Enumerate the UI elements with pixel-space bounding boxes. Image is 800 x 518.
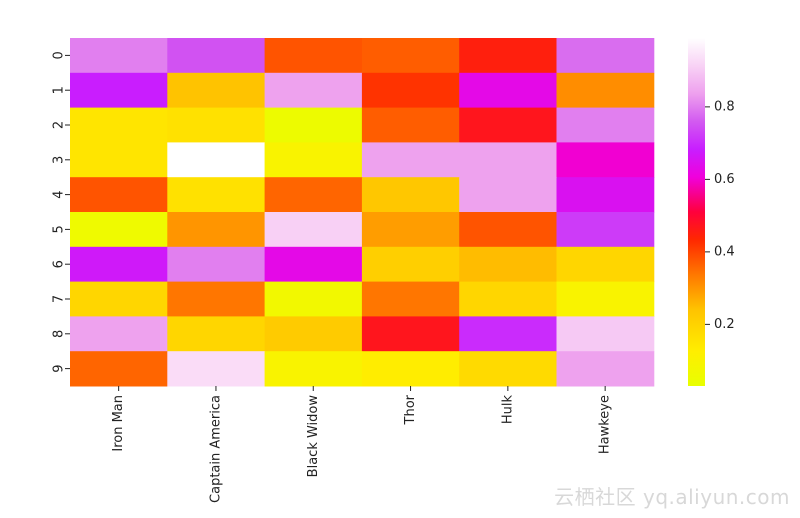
colorbar-tick-label: 0.4 [714, 244, 735, 259]
heatmap-cell-r8-black-widow [264, 316, 363, 352]
heatmap-cell-r5-thor [361, 212, 460, 248]
heatmap-cell-r5-hawkeye [556, 212, 655, 248]
heatmap-cell-r7-captain-america [167, 281, 266, 317]
heatmap-cell-r2-thor [361, 107, 460, 143]
heatmap-cell-r6-hulk [459, 246, 557, 283]
heatmap-cells [70, 38, 655, 387]
heatmap-cell-r7-hawkeye [556, 281, 655, 317]
heatmap-cell-r0-thor [361, 38, 460, 74]
heatmap-cell-r2-captain-america [167, 107, 266, 143]
heatmap-cell-r8-iron-man [70, 316, 168, 352]
heatmap-cell-r9-iron-man [70, 351, 168, 387]
y-tick-label: 5 [52, 225, 67, 233]
colorbar-ticks: 0.2 0.4 0.6 0.8 [705, 99, 735, 332]
x-tick-label: Hawkeye [598, 395, 613, 454]
heatmap-cell-r0-hulk [459, 38, 557, 74]
y-tick-label: 8 [52, 330, 67, 338]
heatmap-cell-r1-hulk [459, 72, 557, 109]
heatmap-cell-r6-thor [361, 246, 460, 283]
y-tick-label: 1 [52, 86, 67, 94]
heatmap-cell-r0-black-widow [264, 38, 363, 74]
heatmap-cell-r7-iron-man [70, 281, 168, 317]
heatmap-cell-r3-hulk [459, 142, 557, 178]
x-tick-label: Thor [403, 394, 418, 425]
heatmap-cell-r8-hulk [459, 316, 557, 352]
heatmap-cell-r3-thor [361, 142, 460, 178]
heatmap-cell-r5-captain-america [167, 212, 266, 248]
heatmap-cell-r1-hawkeye [556, 72, 655, 109]
heatmap-cell-r6-captain-america [167, 246, 266, 283]
heatmap-cell-r7-hulk [459, 281, 557, 317]
heatmap-cell-r1-iron-man [70, 72, 168, 109]
heatmap-cell-r7-black-widow [264, 281, 363, 317]
heatmap-cell-r4-captain-america [167, 177, 266, 213]
heatmap-cell-r3-black-widow [264, 142, 363, 178]
heatmap-cell-r9-captain-america [167, 351, 266, 387]
heatmap-cell-r3-iron-man [70, 142, 168, 178]
heatmap-cell-r4-thor [361, 177, 460, 213]
heatmap-cell-r2-iron-man [70, 107, 168, 143]
heatmap-cell-r5-iron-man [70, 212, 168, 248]
y-axis-ticks: 0 1 2 3 4 5 6 7 8 9 [52, 51, 70, 373]
colorbar [688, 38, 705, 386]
heatmap-cell-r4-hulk [459, 177, 557, 213]
watermark: 云栖社区 yq.aliyun.com [554, 485, 790, 509]
heatmap-cell-r4-black-widow [264, 177, 363, 213]
y-tick-label: 9 [52, 364, 67, 372]
heatmap-cell-r0-captain-america [167, 38, 266, 74]
heatmap-cell-r8-captain-america [167, 316, 266, 352]
x-tick-label: Black Widow [306, 395, 321, 478]
heatmap-cell-r1-captain-america [167, 72, 266, 109]
colorbar-tick-label: 0.8 [714, 99, 735, 114]
y-tick-label: 2 [52, 121, 67, 129]
heatmap-cell-r1-thor [361, 72, 460, 109]
heatmap-cell-r7-thor [361, 281, 460, 317]
heatmap-cell-r6-iron-man [70, 246, 168, 283]
heatmap-cell-r2-hawkeye [556, 107, 655, 143]
heatmap-cell-r9-hulk [459, 351, 557, 387]
heatmap-cell-r0-iron-man [70, 38, 168, 74]
heatmap-cell-r6-black-widow [264, 246, 363, 283]
heatmap-cell-r2-hulk [459, 107, 557, 143]
y-tick-label: 3 [52, 156, 67, 164]
heatmap-cell-r8-hawkeye [556, 316, 655, 352]
heatmap-cell-r1-black-widow [264, 72, 363, 109]
heatmap-cell-r9-black-widow [264, 351, 363, 387]
y-tick-label: 7 [52, 295, 67, 303]
heatmap-cell-r4-hawkeye [556, 177, 655, 213]
heatmap-cell-r3-captain-america [167, 142, 266, 178]
y-tick-label: 4 [52, 190, 67, 198]
colorbar-tick-label: 0.6 [714, 172, 735, 187]
heatmap-cell-r3-hawkeye [556, 142, 655, 178]
heatmap-cell-r4-iron-man [70, 177, 168, 213]
x-tick-label: Iron Man [111, 395, 126, 452]
y-tick-label: 0 [52, 51, 67, 59]
heatmap-cell-r2-black-widow [264, 107, 363, 143]
x-tick-label: Captain America [208, 395, 223, 503]
heatmap-cell-r5-black-widow [264, 212, 363, 248]
heatmap-cell-r0-hawkeye [556, 38, 655, 74]
heatmap-cell-r9-thor [361, 351, 460, 387]
heatmap-cell-r9-hawkeye [556, 351, 655, 387]
x-tick-label: Hulk [500, 395, 515, 425]
y-tick-label: 6 [52, 260, 67, 268]
heatmap-cell-r8-thor [361, 316, 460, 352]
heatmap-cell-r6-hawkeye [556, 246, 655, 283]
colorbar-tick-label: 0.2 [714, 317, 735, 332]
x-axis-ticks: Iron Man Captain America Black Widow Thor Hu… [111, 386, 613, 503]
heatmap-cell-r5-hulk [459, 212, 557, 248]
